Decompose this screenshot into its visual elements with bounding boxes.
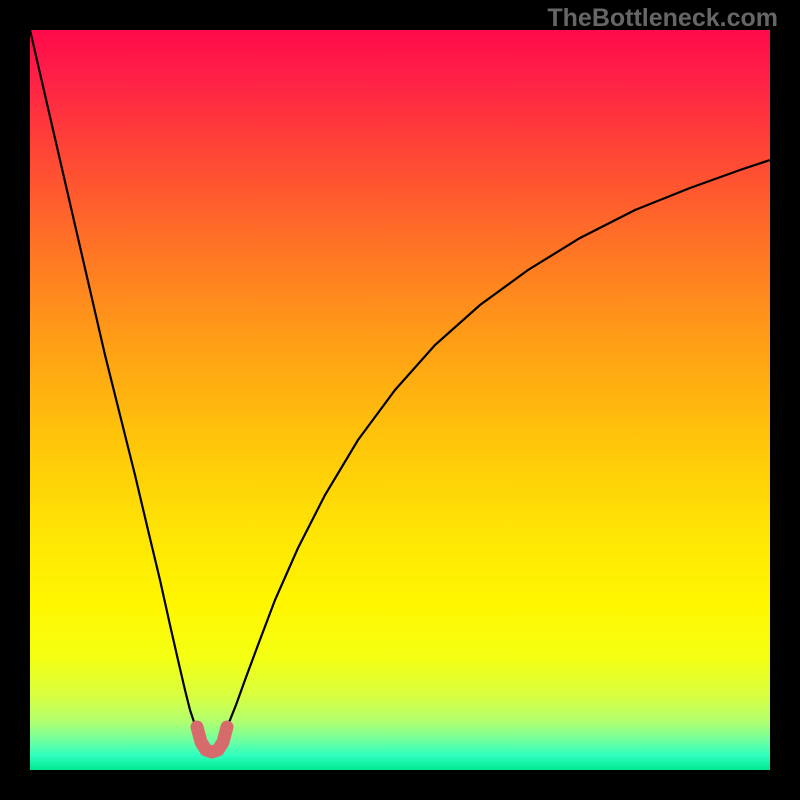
bottleneck-curve-left <box>30 30 197 728</box>
trough-marker <box>197 727 227 752</box>
watermark-text: TheBottleneck.com <box>547 4 778 33</box>
chart-container: TheBottleneck.com <box>0 0 800 800</box>
curve-layer <box>30 30 770 770</box>
bottleneck-curve-right <box>226 160 770 728</box>
plot-area <box>30 30 770 770</box>
